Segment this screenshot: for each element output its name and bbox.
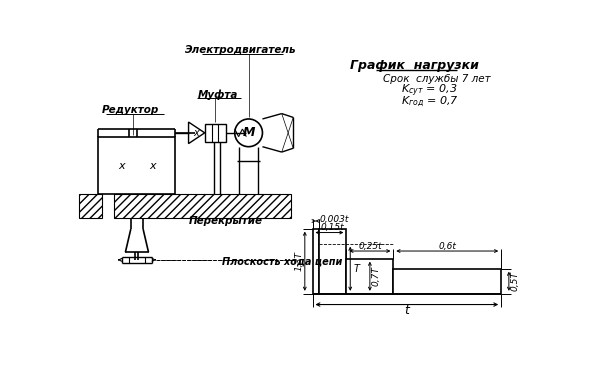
Bar [394, 269, 501, 294]
Text: x: x [149, 161, 155, 170]
Text: 0,003t: 0,003t [319, 215, 349, 224]
Bar [204, 124, 226, 142]
Text: 0,15t: 0,15t [321, 223, 345, 232]
Text: График  нагрузки: График нагрузки [350, 59, 479, 72]
Text: Редуктор: Редуктор [102, 105, 160, 115]
Circle shape [235, 119, 262, 147]
Bar [114, 194, 291, 218]
Text: Плоскость хода цепи: Плоскость хода цепи [222, 256, 342, 266]
Text: Электродвигатель: Электродвигатель [185, 45, 297, 55]
Bar [319, 229, 346, 294]
Text: x: x [118, 161, 125, 170]
Text: 0,6t: 0,6t [439, 242, 456, 251]
Text: M: M [242, 126, 255, 139]
Text: T: T [353, 264, 359, 274]
Text: x: x [193, 128, 199, 138]
Bar [79, 194, 102, 218]
Text: 0,5T: 0,5T [511, 271, 519, 291]
Bar [99, 137, 176, 194]
Bar [313, 229, 319, 294]
Text: Перекрытие: Перекрытие [189, 216, 262, 226]
Text: Муфта: Муфта [197, 89, 238, 100]
Bar [346, 259, 394, 294]
Text: t: t [404, 304, 410, 317]
Text: 0,25t: 0,25t [358, 242, 382, 251]
Polygon shape [189, 122, 204, 144]
Text: 1,3T: 1,3T [294, 251, 303, 271]
Text: Срок  службы 7 лет: Срок службы 7 лет [384, 74, 491, 84]
Text: $K_{сут}$ = 0,3: $K_{сут}$ = 0,3 [401, 82, 458, 99]
Text: $K_{год}$ = 0,7: $K_{год}$ = 0,7 [401, 95, 459, 109]
Text: 0,7T: 0,7T [372, 266, 381, 286]
